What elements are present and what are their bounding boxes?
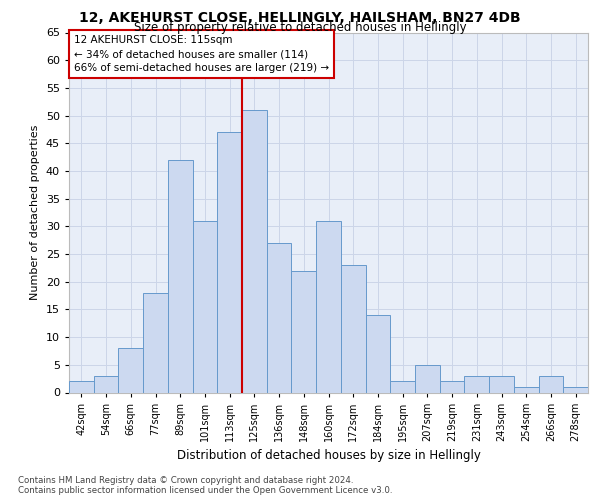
Bar bbox=[563, 387, 588, 392]
Bar bbox=[193, 221, 217, 392]
Text: Size of property relative to detached houses in Hellingly: Size of property relative to detached ho… bbox=[134, 21, 466, 34]
Bar bbox=[118, 348, 143, 393]
Bar bbox=[390, 382, 415, 392]
Bar bbox=[168, 160, 193, 392]
Text: Contains public sector information licensed under the Open Government Licence v3: Contains public sector information licen… bbox=[18, 486, 392, 495]
Bar bbox=[415, 365, 440, 392]
Bar bbox=[242, 110, 267, 393]
Bar bbox=[217, 132, 242, 392]
Text: Contains HM Land Registry data © Crown copyright and database right 2024.: Contains HM Land Registry data © Crown c… bbox=[18, 476, 353, 485]
Bar bbox=[440, 382, 464, 392]
Y-axis label: Number of detached properties: Number of detached properties bbox=[30, 125, 40, 300]
Text: 12, AKEHURST CLOSE, HELLINGLY, HAILSHAM, BN27 4DB: 12, AKEHURST CLOSE, HELLINGLY, HAILSHAM,… bbox=[79, 11, 521, 25]
Bar bbox=[94, 376, 118, 392]
Bar bbox=[341, 265, 365, 392]
Bar bbox=[539, 376, 563, 392]
Bar bbox=[464, 376, 489, 392]
Bar bbox=[69, 382, 94, 392]
Bar bbox=[292, 270, 316, 392]
Bar bbox=[143, 293, 168, 392]
Text: 12 AKEHURST CLOSE: 115sqm
← 34% of detached houses are smaller (114)
66% of semi: 12 AKEHURST CLOSE: 115sqm ← 34% of detac… bbox=[74, 36, 329, 74]
Bar bbox=[316, 221, 341, 392]
Bar bbox=[514, 387, 539, 392]
Bar bbox=[365, 315, 390, 392]
X-axis label: Distribution of detached houses by size in Hellingly: Distribution of detached houses by size … bbox=[176, 449, 481, 462]
Bar bbox=[267, 243, 292, 392]
Bar bbox=[489, 376, 514, 392]
